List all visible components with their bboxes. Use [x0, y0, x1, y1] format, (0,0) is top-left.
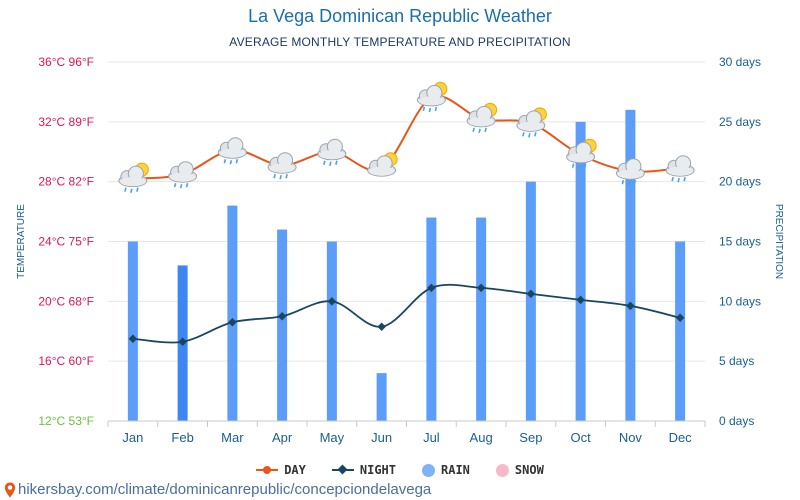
right-tick-label: 30 days	[719, 55, 761, 69]
cloud-rain-icon	[665, 155, 695, 184]
night-point[interactable]	[128, 334, 138, 343]
cloud-rain-icon	[267, 152, 297, 181]
night-point[interactable]	[576, 295, 585, 305]
location-pin-icon	[4, 482, 16, 497]
night-point[interactable]	[626, 301, 635, 311]
legend-snow-label: SNOW	[514, 463, 544, 477]
sun-cloud-rain-icon	[516, 107, 547, 139]
cloud-rain-icon	[317, 138, 347, 167]
night-point[interactable]	[427, 283, 436, 293]
rain-bar[interactable]	[575, 121, 586, 421]
legend-day-marker	[256, 466, 279, 474]
left-axis-title: TEMPERATURE	[16, 204, 27, 279]
right-tick-label: 5 days	[719, 354, 754, 368]
rain-bar[interactable]	[426, 217, 437, 421]
chart-title: La Vega Dominican Republic Weather	[248, 6, 552, 26]
day-series-line	[132, 95, 681, 180]
month-label: Sep	[519, 430, 542, 445]
legend-night-label: NIGHT	[359, 463, 396, 477]
legend-rain-label: RAIN	[441, 463, 470, 477]
chart-subtitle: AVERAGE MONTHLY TEMPERATURE AND PRECIPIT…	[229, 35, 571, 49]
left-tick-label: 20°C 68°F	[38, 294, 94, 308]
rain-bar[interactable]	[277, 229, 288, 421]
legend-item-rain[interactable]: RAIN	[422, 463, 470, 477]
legend-snow-marker	[495, 463, 509, 477]
night-point[interactable]	[675, 313, 685, 323]
legend-rain-marker	[422, 463, 435, 477]
month-label: Jun	[371, 430, 392, 445]
source-link[interactable]: hikersbay.com/climate/dominicanrepublic/…	[4, 481, 431, 498]
right-tick-label: 25 days	[719, 115, 761, 129]
legend-item-day[interactable]: DAY	[256, 463, 306, 477]
right-tick-label: 20 days	[719, 175, 761, 189]
rain-bar[interactable]	[326, 241, 337, 422]
left-tick-label: 32°C 89°F	[38, 115, 94, 129]
rain-bar[interactable]	[127, 241, 138, 422]
sun-cloud-icon	[367, 152, 398, 177]
night-point[interactable]	[476, 283, 486, 293]
month-label: May	[320, 430, 345, 445]
sun-cloud-rain-icon	[118, 162, 149, 194]
legend-item-snow[interactable]: SNOW	[495, 463, 544, 477]
right-tick-label: 10 days	[719, 294, 761, 308]
month-label: Feb	[171, 430, 193, 445]
chart-legend: DAY NIGHT RAIN SNOW	[0, 463, 800, 477]
month-label: Mar	[221, 430, 244, 445]
left-tick-label: 16°C 60°F	[38, 354, 94, 368]
right-tick-label: 0 days	[719, 414, 754, 428]
right-axis-title: PRECIPITATION	[773, 204, 784, 279]
source-url: hikersbay.com/climate/dominicanrepublic/…	[18, 481, 432, 498]
sun-cloud-rain-icon	[466, 102, 498, 134]
rain-bar[interactable]	[227, 205, 238, 421]
night-point[interactable]	[526, 289, 536, 299]
night-point[interactable]	[178, 337, 187, 346]
night-point[interactable]	[377, 322, 386, 332]
rain-bar[interactable]	[525, 181, 536, 421]
month-label: Jan	[122, 430, 143, 445]
left-tick-label: 36°C 96°F	[38, 55, 94, 69]
left-tick-label: 12°C 53°F	[38, 414, 94, 428]
night-point[interactable]	[228, 318, 237, 327]
left-tick-label: 24°C 75°F	[38, 235, 94, 249]
right-tick-label: 15 days	[719, 235, 761, 249]
month-label: Nov	[619, 430, 643, 445]
rain-bar[interactable]	[675, 241, 686, 422]
month-label: Oct	[571, 430, 592, 445]
night-point[interactable]	[277, 312, 287, 321]
month-label: Apr	[272, 430, 293, 445]
legend-item-night[interactable]: NIGHT	[331, 463, 396, 477]
legend-day-label: DAY	[284, 463, 306, 477]
rain-bar[interactable]	[625, 109, 636, 421]
legend-night-marker	[331, 464, 354, 475]
night-series-line	[132, 283, 681, 344]
cloud-rain-icon	[217, 137, 247, 166]
month-label: Dec	[669, 430, 693, 445]
cloud-rain-icon	[168, 161, 198, 189]
month-label: Jul	[423, 430, 440, 445]
month-label: Aug	[470, 430, 493, 445]
night-point[interactable]	[327, 297, 337, 306]
left-tick-label: 28°C 82°F	[38, 175, 94, 189]
rain-bar[interactable]	[376, 373, 387, 421]
rain-bar[interactable]	[476, 217, 487, 421]
